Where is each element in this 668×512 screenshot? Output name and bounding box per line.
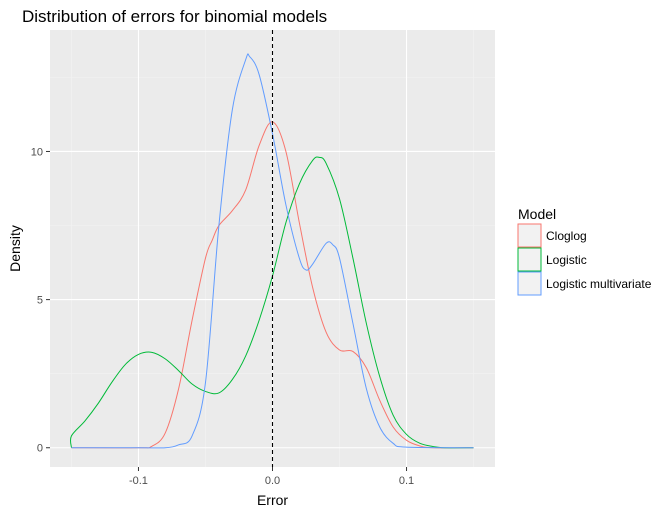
legend-key-logistic <box>517 247 542 272</box>
x-axis-title: Error <box>257 492 288 508</box>
legend-title: Model <box>518 206 556 222</box>
y-tick-label: 5 <box>37 295 43 307</box>
y-axis-ticks: 0 5 10 <box>31 146 50 455</box>
x-tick-label: 0.0 <box>265 475 280 487</box>
x-tick-label: 0.1 <box>399 475 414 487</box>
legend: Model Cloglog Logistic Logistic multivaria… <box>517 206 652 296</box>
density-line-cloglog <box>71 121 474 449</box>
density-line-logistic-multivariate <box>71 53 474 449</box>
series-layer <box>69 53 474 449</box>
legend-label-cloglog: Cloglog <box>546 229 587 243</box>
legend-label-logistic-multivariate: Logistic multivariate <box>546 277 652 291</box>
x-tick-label: -0.1 <box>129 475 148 487</box>
legend-items: Cloglog Logistic Logistic multivariate <box>517 223 652 296</box>
x-axis-ticks: -0.1 0.0 0.1 <box>129 467 414 487</box>
y-tick-label: 10 <box>31 146 43 158</box>
density-line-logistic <box>69 156 474 449</box>
chart-title: Distribution of errors for binomial mode… <box>22 7 327 26</box>
legend-key-cloglog <box>517 223 542 248</box>
legend-label-logistic: Logistic <box>546 253 587 267</box>
y-axis-title: Density <box>7 225 23 272</box>
y-tick-label: 0 <box>37 443 43 455</box>
legend-key-logistic-multivariate <box>517 271 542 296</box>
